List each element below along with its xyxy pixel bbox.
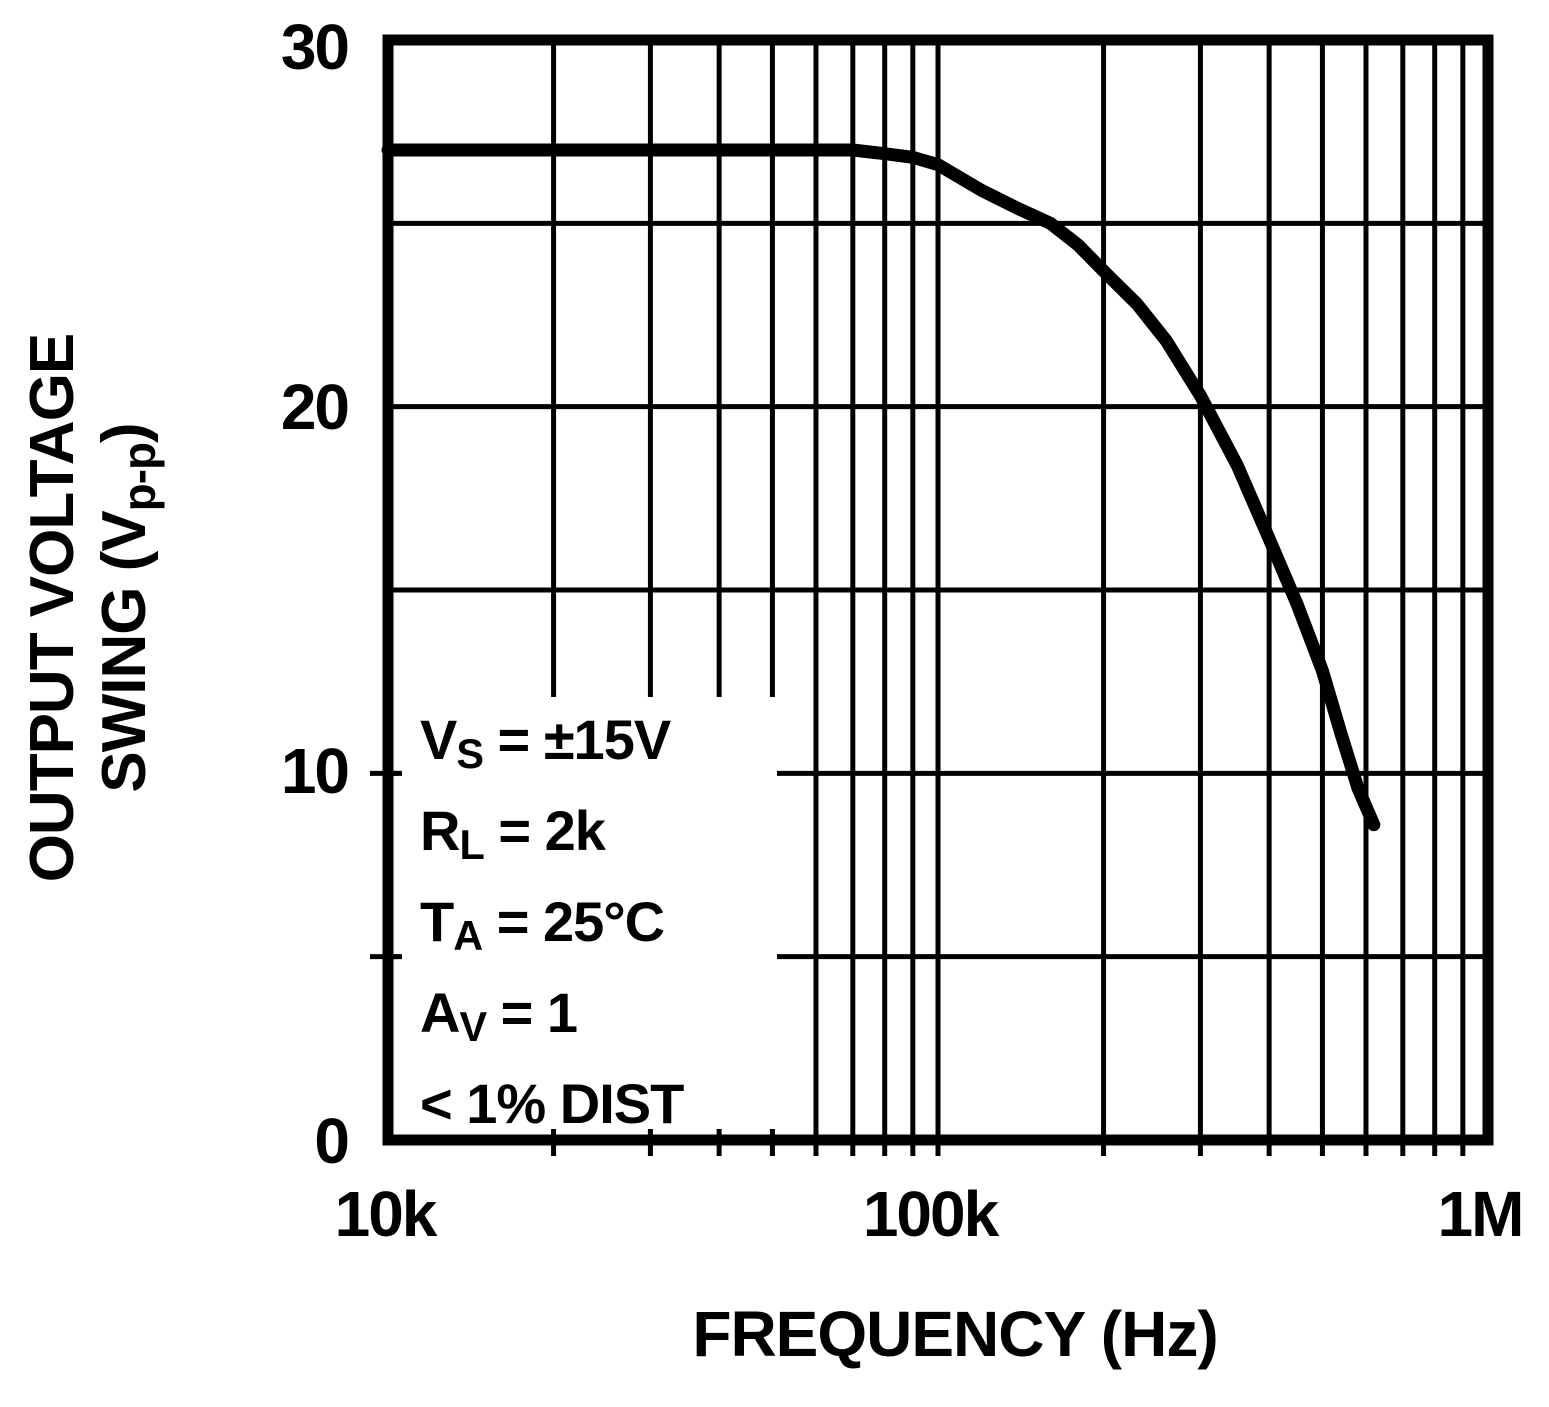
y-axis-title: OUTPUT VOLTAGE SWING (Vp-p) <box>17 108 167 1108</box>
y-tick-label-30: 30 <box>280 11 350 83</box>
x-tick-label-100k: 100k <box>862 1178 999 1250</box>
y-axis-title-line2: SWING (Vp-p) <box>90 423 166 793</box>
x-tick-label-10k: 10k <box>334 1178 438 1250</box>
condition-line-rl: RL = 2k <box>420 799 606 869</box>
y-tick-label-10: 10 <box>280 735 350 807</box>
condition-line-ta: TA = 25°C <box>420 890 665 960</box>
y-tick-label-20: 20 <box>280 371 350 443</box>
condition-line-av: AV = 1 <box>420 981 578 1051</box>
x-tick-label-1M: 1M <box>1437 1178 1525 1250</box>
condition-line-dist: < 1% DIST <box>420 1072 684 1135</box>
plot-border <box>382 34 1494 1146</box>
y-tick-label-0: 0 <box>314 1105 350 1177</box>
x-axis-title: FREQUENCY (Hz) <box>692 1298 1218 1370</box>
curve-line <box>381 143 1381 832</box>
condition-line-vs: VS = ±15V <box>420 708 671 778</box>
conditions-box: VS = ±15V RL = 2k TA = 25°C AV = 1 < 1% … <box>402 697 777 1135</box>
y-axis-title-subscript: p-p <box>113 443 166 512</box>
y-axis-title-line1: OUTPUT VOLTAGE <box>18 333 87 883</box>
